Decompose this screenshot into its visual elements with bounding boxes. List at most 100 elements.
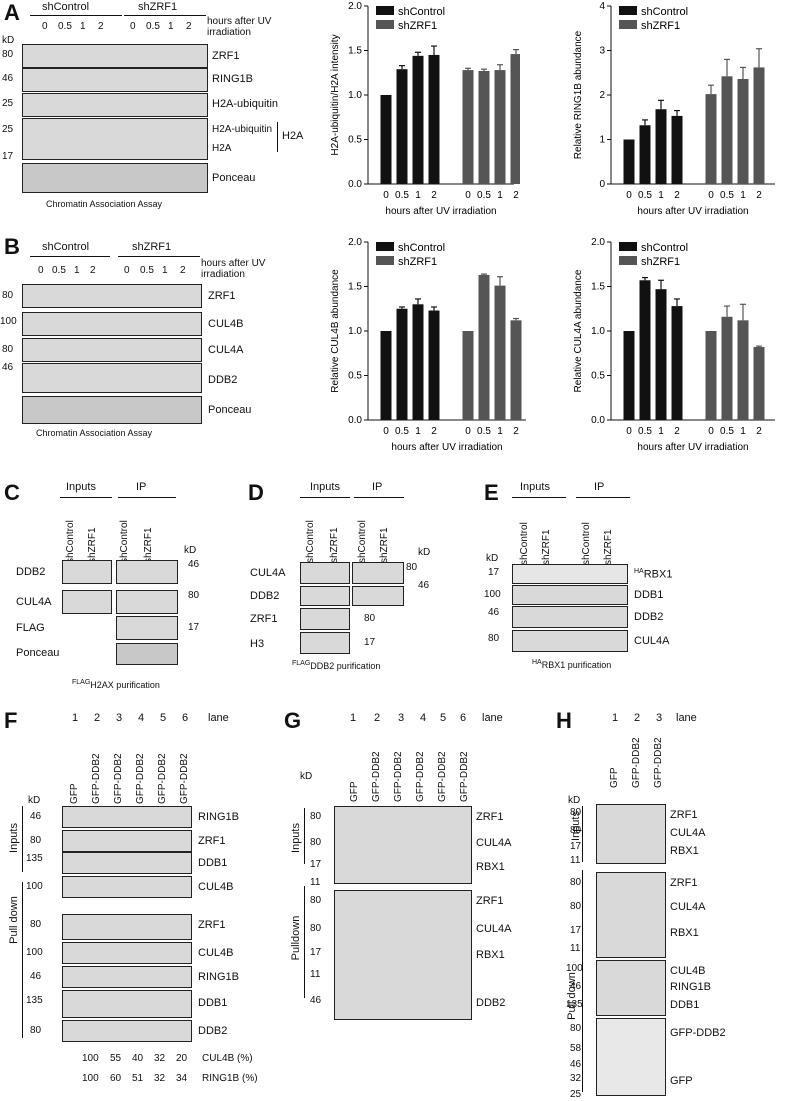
blot-band bbox=[596, 872, 666, 958]
section-inputs: Inputs bbox=[8, 823, 20, 853]
blot-label: RBX1 bbox=[476, 861, 505, 873]
quant-value: 32 bbox=[154, 1073, 166, 1084]
x-tick-label: 0 bbox=[708, 426, 714, 437]
mw-marker: 80 bbox=[570, 825, 582, 836]
lane-label: shControl bbox=[357, 520, 368, 563]
blot-label: DDB1 bbox=[198, 857, 228, 869]
bar bbox=[462, 70, 474, 184]
blot-band bbox=[22, 312, 202, 336]
lane-label: GFP-DDB2 bbox=[113, 753, 124, 804]
x-tick-label: 2 bbox=[513, 426, 519, 437]
blot-label: ZRF1 bbox=[670, 809, 698, 821]
bar bbox=[721, 76, 733, 184]
blot-band bbox=[596, 960, 666, 1016]
blot-label: CUL4B bbox=[208, 318, 244, 330]
bar bbox=[623, 331, 635, 420]
blot-label: H2A bbox=[212, 143, 232, 154]
blot-label: DDB2 bbox=[250, 590, 280, 602]
y-tick-label: 0.0 bbox=[591, 415, 605, 426]
mw-marker: 135 bbox=[26, 995, 43, 1006]
mw-marker: 11 bbox=[310, 877, 321, 888]
section-pulldown: Pull down bbox=[566, 972, 578, 1020]
x-tick-label: 0 bbox=[626, 426, 632, 437]
lane-number: 3 bbox=[656, 712, 663, 724]
x-tick-label: 0 bbox=[626, 190, 632, 201]
lane-number: 3 bbox=[398, 712, 405, 724]
bar bbox=[705, 94, 717, 184]
blot-band bbox=[62, 966, 192, 988]
mw-marker: 80 bbox=[570, 877, 582, 888]
y-tick-label: 3 bbox=[599, 46, 605, 57]
mw-marker: 80 bbox=[30, 1025, 42, 1036]
mw-marker: 80 bbox=[488, 633, 500, 644]
blot-label: ZRF1 bbox=[670, 877, 698, 889]
blot-band bbox=[512, 606, 628, 628]
blot-band bbox=[300, 562, 350, 584]
mw-marker: 80 bbox=[30, 919, 42, 930]
kd-label: kD bbox=[300, 771, 313, 782]
blot-label: ZRF1 bbox=[208, 290, 236, 302]
legend-label: shZRF1 bbox=[398, 20, 437, 32]
x-tick-label: 0 bbox=[708, 190, 714, 201]
y-tick-label: 2 bbox=[599, 90, 605, 101]
x-tick-label: 0 bbox=[383, 426, 389, 437]
blot-label: DDB2 bbox=[16, 566, 46, 578]
blot-label: GFP bbox=[670, 1075, 693, 1087]
legend-label: shControl bbox=[398, 6, 445, 18]
blot-band bbox=[512, 630, 628, 652]
chart-b2: 0.0 0.5 1.0 1.5 2.0 Relative CUL4A abundance 0… bbox=[573, 237, 775, 453]
blot-label: ZRF1 bbox=[476, 811, 504, 823]
blot-label: Ponceau bbox=[16, 647, 60, 659]
lane-label: shControl bbox=[519, 522, 530, 565]
y-tick-label: 1.0 bbox=[591, 326, 605, 337]
x-axis-label: hours after UV irradiation bbox=[385, 206, 496, 217]
lane-label: shControl bbox=[581, 522, 592, 565]
header-inputs: Inputs bbox=[310, 481, 340, 493]
section-pulldown: Pull down bbox=[8, 896, 20, 944]
lane-label: GFP-DDB2 bbox=[179, 753, 190, 804]
blot-label: DDB2 bbox=[208, 374, 238, 386]
x-tick-label: 1 bbox=[658, 426, 664, 437]
blot-label: DDB1 bbox=[198, 997, 228, 1009]
group-label-shzrf1: shZRF1 bbox=[132, 241, 172, 253]
blot-caption: Chromatin Association Assay bbox=[46, 199, 163, 209]
y-tick-label: 1.0 bbox=[348, 326, 362, 337]
panel-letter-c: C bbox=[4, 480, 20, 505]
blot-band-ponceau bbox=[22, 163, 208, 193]
lane-number: 6 bbox=[460, 712, 467, 724]
blot-band bbox=[62, 990, 192, 1018]
blot-band bbox=[116, 616, 178, 640]
mw-marker: 80 bbox=[310, 923, 322, 934]
blot-label: CUL4A bbox=[670, 827, 706, 839]
bar bbox=[478, 70, 490, 184]
blot-band bbox=[22, 118, 208, 160]
section-inputs: Inputs bbox=[290, 823, 302, 853]
y-tick-label: 2.0 bbox=[348, 237, 362, 248]
blot-label: CUL4A bbox=[208, 344, 244, 356]
blot-band bbox=[62, 876, 192, 898]
blot-label: H3 bbox=[250, 638, 265, 650]
bar bbox=[412, 55, 424, 185]
group-line bbox=[118, 256, 200, 257]
kd-label: kD bbox=[2, 35, 15, 46]
blot-band bbox=[334, 806, 472, 884]
x-tick-label: 2 bbox=[674, 426, 680, 437]
blot-label: CUL4A bbox=[476, 837, 512, 849]
blot-label: CUL4B bbox=[198, 947, 234, 959]
blot-label: RING1B bbox=[198, 811, 239, 823]
blot-label: GFP-DDB2 bbox=[670, 1027, 726, 1039]
x-tick-label: 1 bbox=[497, 190, 503, 201]
header-ip: IP bbox=[136, 481, 147, 493]
lane-number: 2 bbox=[94, 712, 101, 724]
lane-number: 6 bbox=[182, 712, 189, 724]
x-tick-label: 2 bbox=[674, 190, 680, 201]
x-tick-label: 0 bbox=[465, 426, 471, 437]
legend-swatch bbox=[619, 6, 637, 15]
caption-sup: FLAG bbox=[72, 679, 91, 686]
lane-label: shZRF1 bbox=[87, 527, 98, 563]
x-tick-label: 2 bbox=[431, 426, 437, 437]
legend-label: shControl bbox=[398, 242, 445, 254]
x-tick-label: 1 bbox=[415, 426, 421, 437]
mw-marker: 46 bbox=[310, 995, 322, 1006]
section-bracket bbox=[582, 870, 583, 1092]
